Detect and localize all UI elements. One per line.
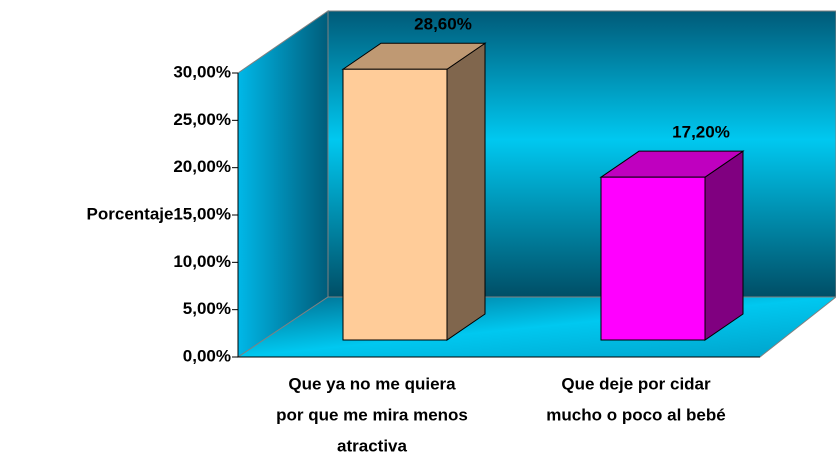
y-tick-label: 30,00% <box>173 62 231 81</box>
data-label: 17,20% <box>672 123 730 142</box>
bar-side <box>704 150 744 341</box>
x-tick-label: Que ya no me quiera <box>288 374 456 393</box>
side-wall <box>237 10 329 358</box>
bar <box>600 176 706 341</box>
x-tick-label: por que me mira menos <box>276 405 468 424</box>
x-tick-label: Que deje por cidar <box>561 374 711 393</box>
y-tick-label: 15,00% <box>173 204 231 223</box>
y-axis-label: Porcentaje <box>87 204 174 223</box>
y-tick-label: 0,00% <box>183 346 231 365</box>
floor <box>236 296 836 358</box>
bar <box>342 68 448 341</box>
x-tick-label: atractiva <box>337 436 407 455</box>
x-tick-label: mucho o poco al bebé <box>546 405 725 424</box>
y-tick-label: 25,00% <box>173 110 231 129</box>
y-tick-label: 10,00% <box>173 252 231 271</box>
y-tick-label: 20,00% <box>173 157 231 176</box>
data-label: 28,60% <box>414 15 472 34</box>
y-tick-label: 5,00% <box>183 299 231 318</box>
bar-side <box>446 42 486 341</box>
